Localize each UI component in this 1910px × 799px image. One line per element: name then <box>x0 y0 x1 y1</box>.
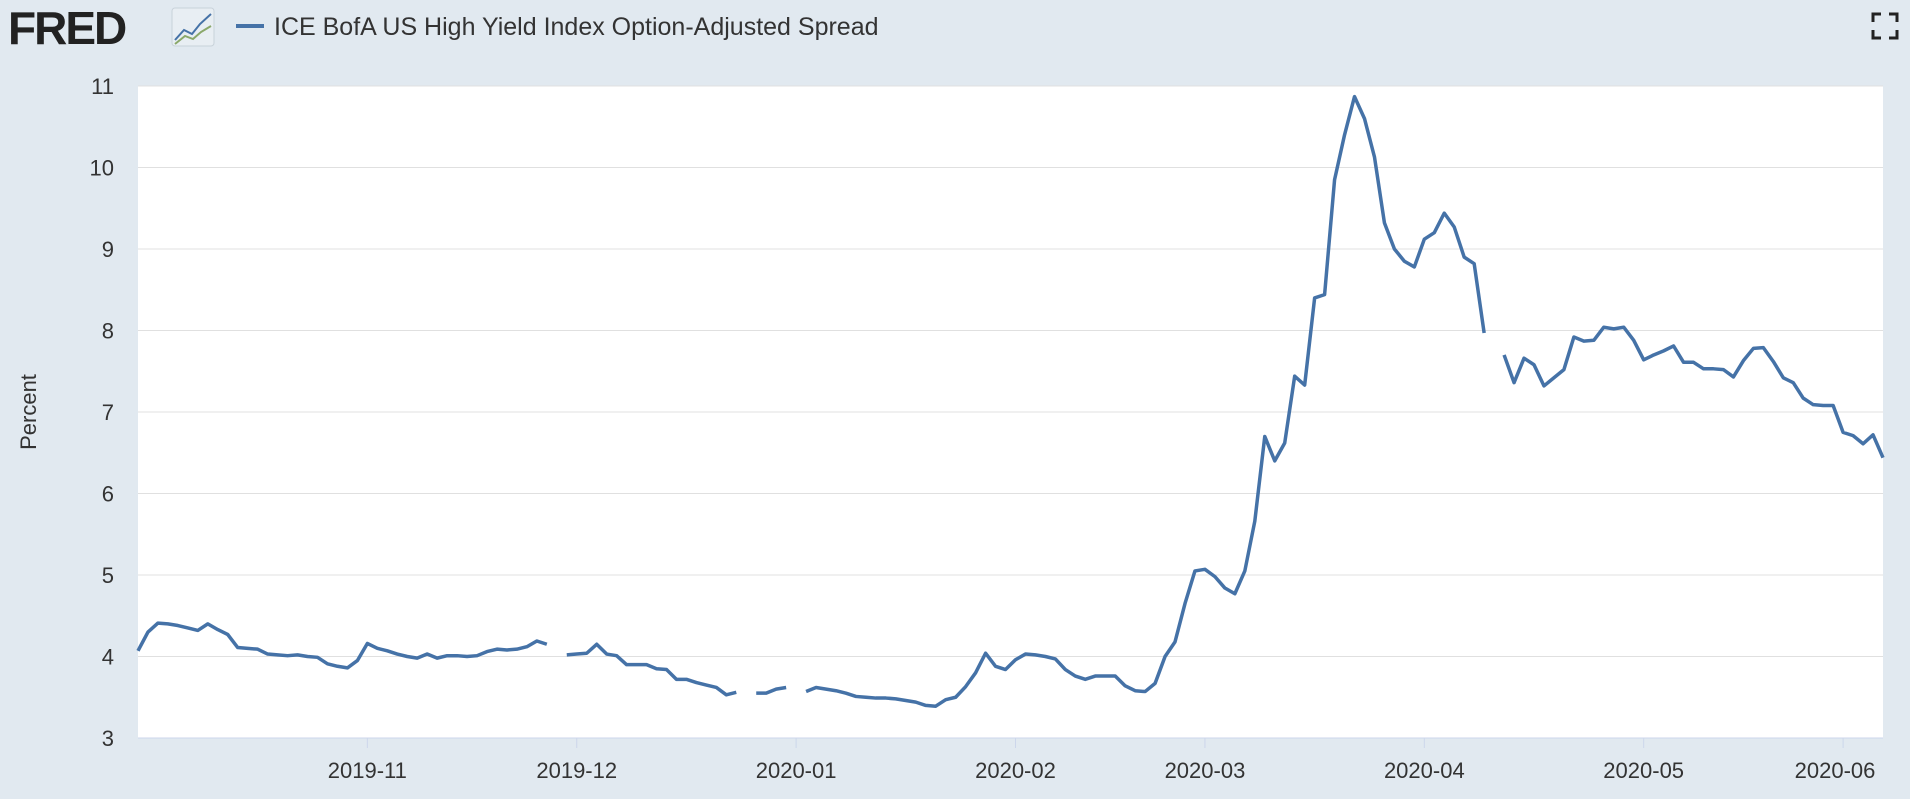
y-tick-label: 6 <box>102 482 114 507</box>
fullscreen-button[interactable] <box>1871 12 1899 40</box>
plot-layer: 3 4 5 6 7 8 9 10 11 2019-11 2019-12 2020-01 2020-02 2… <box>90 74 1885 783</box>
y-tick-label: 8 <box>102 319 114 344</box>
x-tick-label: 2019-12 <box>536 758 617 783</box>
legend-label: ICE BofA US High Yield Index Option-Adju… <box>274 13 879 41</box>
y-tick-label: 9 <box>102 237 114 262</box>
y-tick-label: 7 <box>102 400 114 425</box>
logo-icon <box>171 7 215 47</box>
y-tick-label: 10 <box>90 156 114 181</box>
x-tick-label: 2020-01 <box>756 758 837 783</box>
y-tick-label: 3 <box>102 726 114 751</box>
y-axis-label: Percent <box>16 374 41 450</box>
data-line <box>136 94 1885 708</box>
y-tick-label: 11 <box>91 74 114 99</box>
logo: FRED <box>8 2 126 54</box>
y-tick-label: 4 <box>102 645 114 670</box>
x-tick-label: 2020-05 <box>1603 758 1684 783</box>
y-tick-label: 5 <box>102 563 114 588</box>
x-tick-label: 2020-04 <box>1384 758 1465 783</box>
x-tick-label: 2020-03 <box>1165 758 1246 783</box>
x-tick-label: 2020-02 <box>975 758 1056 783</box>
x-tick-label: 2019-11 <box>328 758 407 783</box>
x-tick-label: 2020-06 <box>1795 758 1876 783</box>
